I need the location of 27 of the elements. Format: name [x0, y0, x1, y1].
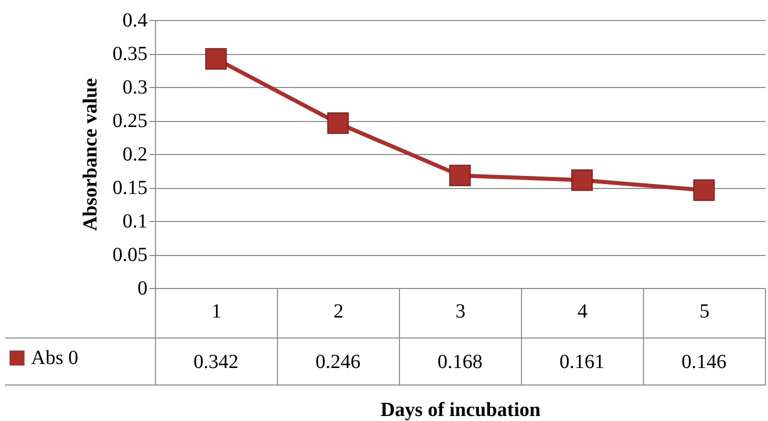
x-axis-title: Days of incubation	[380, 399, 541, 421]
data-label: 0.146	[682, 351, 726, 373]
point	[449, 164, 471, 186]
x-tick-label: 2	[334, 300, 344, 322]
point	[571, 169, 593, 191]
legend-label: Abs 0	[31, 347, 78, 369]
x-tick-label: 5	[700, 300, 710, 322]
y-tick-label: 0.35	[112, 43, 148, 65]
y-tick-label: 0.4	[122, 10, 148, 32]
x-tick-label: 3	[456, 300, 466, 322]
y-tick-label: 0.25	[112, 110, 148, 132]
y-axis-title: Absorbance value	[80, 78, 102, 231]
point	[693, 179, 715, 201]
data-label: 0.342	[194, 351, 238, 373]
y-tick-label: 0.15	[112, 177, 148, 199]
y-tick-label: 0.2	[122, 144, 148, 166]
x-tick-label: 1	[212, 300, 222, 322]
y-tick-label: 0.1	[122, 210, 148, 232]
point	[205, 48, 227, 70]
y-tick-label: 0.3	[122, 76, 148, 98]
point	[327, 112, 349, 134]
x-tick-label: 4	[578, 300, 588, 322]
data-label: 0.246	[316, 351, 360, 373]
y-tick-label: 0	[138, 278, 148, 300]
y-tick-label: 0.05	[112, 244, 148, 266]
data-label: 0.168	[438, 351, 482, 373]
data-label: 0.161	[560, 351, 604, 373]
